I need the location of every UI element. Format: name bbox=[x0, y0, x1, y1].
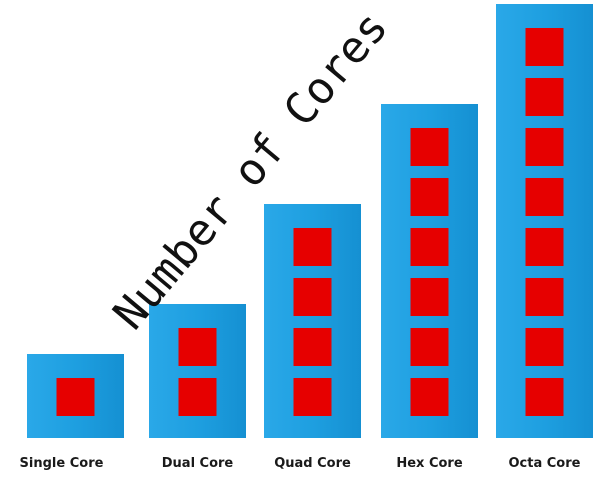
core-square bbox=[178, 328, 217, 366]
core-square bbox=[410, 378, 449, 416]
core-square bbox=[410, 228, 449, 266]
core-square bbox=[410, 328, 449, 366]
core-square bbox=[525, 78, 564, 116]
core-square bbox=[525, 178, 564, 216]
core-square bbox=[410, 178, 449, 216]
core-square bbox=[56, 378, 95, 416]
category-label: Single Core bbox=[20, 456, 104, 471]
core-square bbox=[293, 328, 332, 366]
core-square bbox=[293, 378, 332, 416]
core-square bbox=[293, 228, 332, 266]
category-label: Quad Core bbox=[274, 456, 351, 471]
core-square bbox=[525, 128, 564, 166]
core-square bbox=[525, 328, 564, 366]
core-square bbox=[410, 128, 449, 166]
core-square bbox=[525, 278, 564, 316]
category-label: Octa Core bbox=[509, 456, 581, 471]
core-square bbox=[410, 278, 449, 316]
core-square bbox=[525, 28, 564, 66]
category-labels: Single Core Dual Core Quad Core Hex Core Oct… bbox=[20, 456, 581, 471]
bar-octa-core bbox=[496, 4, 593, 438]
core-square bbox=[293, 278, 332, 316]
bars-layer bbox=[27, 4, 593, 438]
core-square bbox=[178, 378, 217, 416]
core-square bbox=[525, 228, 564, 266]
category-label: Hex Core bbox=[396, 456, 462, 471]
bar-dual-core bbox=[149, 304, 246, 438]
core-square bbox=[525, 378, 564, 416]
category-label: Dual Core bbox=[162, 456, 234, 471]
